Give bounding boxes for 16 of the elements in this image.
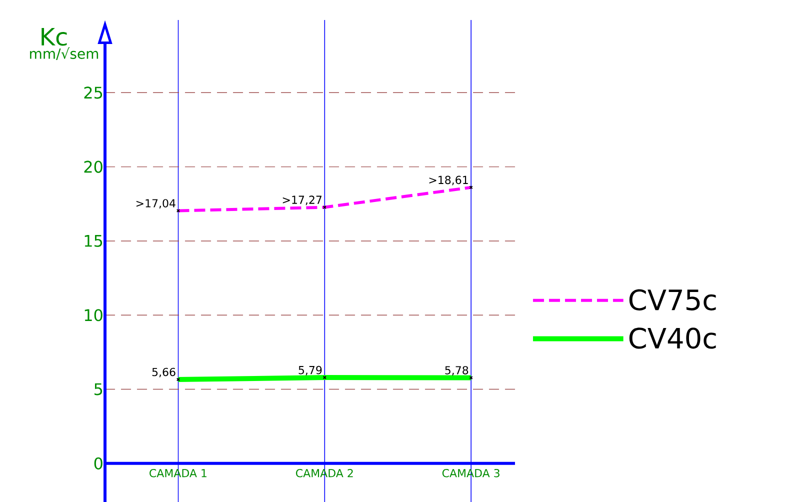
legend-label: CV40c bbox=[629, 328, 716, 349]
y-tick-label: 15 bbox=[84, 235, 102, 247]
text: mm/√sem bbox=[30, 47, 98, 60]
y-tick-label: 5 bbox=[94, 383, 102, 396]
data-label: 5,79 bbox=[298, 366, 322, 376]
y-tick-label: 0 bbox=[94, 457, 102, 470]
y-axis-title: Kc bbox=[42, 28, 67, 46]
y-tick-label: 25 bbox=[84, 86, 102, 99]
y-tick-label: 20 bbox=[84, 160, 102, 173]
data-label: 5,78 bbox=[445, 366, 468, 376]
data-label: >17,27 bbox=[282, 196, 322, 206]
data-label: 5,66 bbox=[152, 368, 176, 378]
y-tick-label: 10 bbox=[84, 309, 102, 322]
legend-label: CV75c bbox=[629, 289, 716, 310]
data-label: >18,61 bbox=[429, 176, 468, 186]
data-label: >17,04 bbox=[136, 199, 176, 208]
